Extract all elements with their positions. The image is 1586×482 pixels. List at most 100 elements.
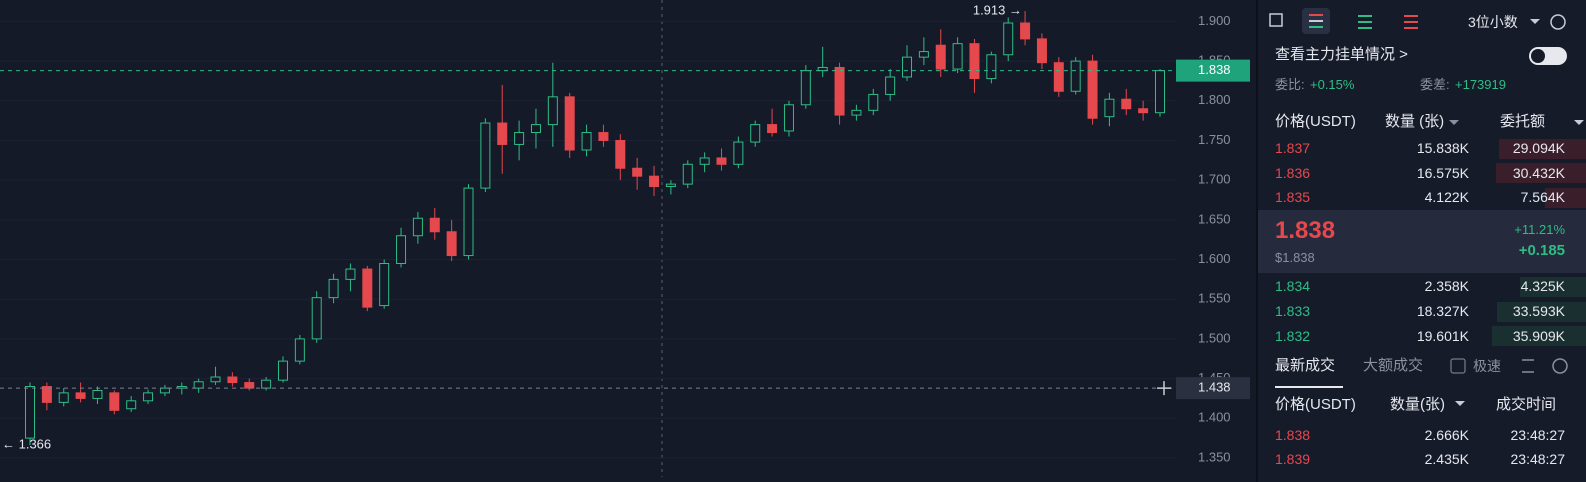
- candle-body: [868, 93, 879, 111]
- header-price: 价格(USDT): [1275, 113, 1356, 130]
- candle-body: [935, 44, 946, 70]
- candle-body: [632, 167, 643, 177]
- ratio-label: 委比:: [1275, 77, 1305, 92]
- candle-body: [92, 389, 103, 399]
- candle-body: [1104, 98, 1115, 118]
- quantity: 15.838K: [1416, 140, 1469, 156]
- amount: 30.432K: [1512, 165, 1565, 181]
- candle-body: [396, 235, 407, 265]
- depth-bar: [1497, 302, 1586, 322]
- candle-body: [463, 187, 474, 257]
- candle-body: [952, 43, 963, 70]
- candle-body: [58, 392, 69, 403]
- price: 1.833: [1275, 303, 1311, 319]
- quantity: 2.666K: [1424, 427, 1469, 443]
- candle-body: [497, 122, 508, 145]
- candle-body: [1036, 38, 1047, 64]
- header-amount[interactable]: 委托额: [1500, 113, 1546, 130]
- candle-body: [362, 268, 373, 308]
- candle-body: [547, 96, 558, 126]
- candle-body: [1070, 60, 1081, 92]
- low-annotation: ← 1.366: [2, 437, 51, 452]
- y-tick-label: 1.350: [1198, 449, 1231, 464]
- y-tick-label: 1.650: [1198, 211, 1231, 226]
- quantity: 2.435K: [1424, 451, 1469, 467]
- amount: 33.593K: [1512, 303, 1565, 319]
- mid-usd: $1.838: [1275, 250, 1315, 265]
- price-chart: 1.3501.4001.4501.5001.5501.6001.6501.700…: [0, 0, 1250, 477]
- candle-body: [1053, 62, 1064, 92]
- mid-price: 1.838: [1275, 217, 1336, 244]
- y-tick-label: 1.700: [1198, 172, 1231, 187]
- quantity: 4.122K: [1424, 189, 1469, 205]
- amount: 29.094K: [1512, 140, 1565, 156]
- candle-body: [665, 183, 676, 188]
- candle-body: [261, 379, 272, 389]
- fast-label: 极速: [1473, 358, 1501, 374]
- y-tick-label: 1.500: [1198, 330, 1231, 345]
- price: 1.836: [1275, 165, 1311, 181]
- trade-header-time: 成交时间: [1496, 396, 1557, 413]
- sort-arrow[interactable]: [1455, 401, 1465, 406]
- candle-body: [530, 124, 541, 134]
- candle-body: [227, 376, 238, 384]
- header-qty[interactable]: 数量 (张): [1385, 113, 1445, 130]
- icon-layout[interactable]: [1269, 13, 1283, 27]
- tab-large[interactable]: 大额成交: [1363, 357, 1424, 374]
- candle-body: [379, 263, 390, 307]
- y-tick-label: 1.750: [1198, 132, 1231, 147]
- y-tick-label: 1.900: [1198, 13, 1231, 28]
- candle-body: [480, 122, 491, 189]
- sort-arrow[interactable]: [1574, 120, 1584, 125]
- change-pct: +11.21%: [1514, 222, 1565, 237]
- candle-body: [918, 51, 929, 58]
- crosshair-plus: [1157, 381, 1171, 396]
- amount: 23:48:27: [1510, 451, 1566, 467]
- candle-body: [277, 360, 288, 381]
- candle-body: [1155, 70, 1165, 114]
- icon-settings[interactable]: [1552, 358, 1568, 374]
- candle-body: [767, 124, 778, 134]
- candle-body: [244, 382, 255, 389]
- candle-body: [564, 96, 575, 151]
- tab-latest[interactable]: 最新成交: [1275, 357, 1336, 374]
- candle-body: [429, 217, 440, 233]
- candle-body: [969, 43, 980, 80]
- candle-body: [193, 381, 204, 389]
- candle-body: [615, 139, 626, 169]
- candle-body: [412, 217, 423, 237]
- icon-settings[interactable]: [1550, 14, 1566, 30]
- y-tick-label: 1.600: [1198, 251, 1231, 266]
- price: 1.838: [1275, 427, 1311, 443]
- amount: 7.564K: [1520, 189, 1565, 205]
- main-orders-link[interactable]: 查看主力挂单情况 >: [1275, 46, 1408, 63]
- depth-bar: [1499, 139, 1586, 159]
- decimals-select[interactable]: 3位小数: [1468, 14, 1518, 30]
- diff-label: 委差:: [1420, 77, 1450, 92]
- candle-body: [143, 392, 154, 402]
- price: 1.835: [1275, 189, 1311, 205]
- candle-body: [294, 338, 305, 362]
- depth-bar: [1496, 163, 1586, 183]
- candle-body: [699, 157, 710, 165]
- amount: 4.325K: [1520, 278, 1565, 294]
- sort-arrow[interactable]: [1449, 120, 1459, 125]
- trade-header-qty[interactable]: 数量(张): [1390, 396, 1445, 413]
- high-annotation: 1.913 →: [973, 3, 1022, 18]
- candle-body: [1121, 98, 1132, 110]
- last-price-label: 1.838: [1198, 62, 1231, 77]
- checkbox[interactable]: [1450, 358, 1466, 374]
- candle-body: [311, 297, 322, 340]
- candle-body: [716, 157, 727, 165]
- price: 1.832: [1275, 328, 1311, 344]
- candle-body: [75, 392, 86, 399]
- candle-body: [885, 76, 896, 95]
- candle-body: [817, 66, 828, 72]
- candle-body: [834, 66, 845, 116]
- candle-body: [109, 392, 120, 411]
- candle-body: [25, 386, 35, 439]
- amount: 23:48:27: [1510, 427, 1566, 443]
- price: 1.834: [1275, 278, 1311, 294]
- candle-body: [986, 54, 997, 80]
